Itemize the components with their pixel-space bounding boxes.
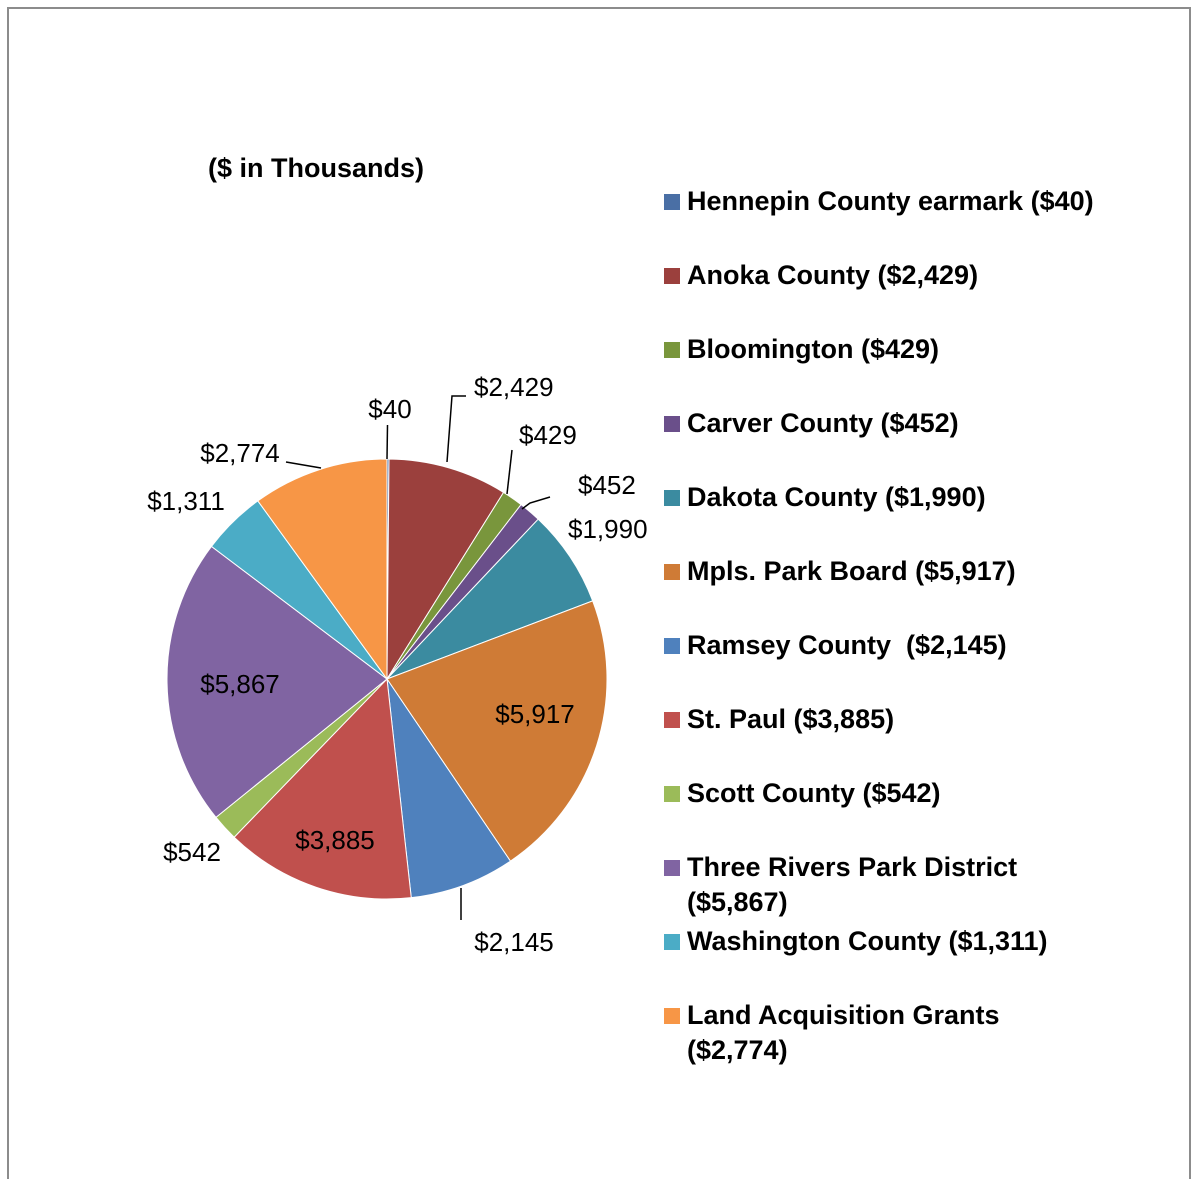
legend-label: Mpls. Park Board ($5,917): [687, 556, 1016, 586]
pie-slice-ramsey-county: [386, 678, 512, 899]
legend-swatch: [664, 194, 680, 210]
leader-line: [386, 424, 389, 460]
legend-swatch: [664, 712, 680, 728]
legend-item: Three Rivers Park District ($5,867): [664, 850, 1107, 920]
legend-label: Three Rivers Park District ($5,867): [687, 852, 1025, 917]
pie-slice-anoka-county: [386, 458, 505, 681]
pie-slice-st-paul: [233, 677, 412, 900]
legend-item: Carver County ($452): [664, 406, 1107, 441]
legend-item: Dakota County ($1,990): [664, 480, 1107, 515]
legend-label: Bloomington ($429): [687, 334, 940, 364]
legend-label: St. Paul ($3,885): [687, 704, 895, 734]
data-label: $5,917: [495, 699, 575, 729]
legend-swatch: [664, 638, 680, 654]
legend-item: Washington County ($1,311): [664, 924, 1107, 959]
data-label: $429: [519, 420, 577, 450]
legend-swatch: [664, 416, 680, 432]
leader-line: [506, 449, 513, 495]
legend-label: Carver County ($452): [687, 408, 959, 438]
legend-swatch: [664, 934, 680, 950]
leader-line: [285, 461, 322, 469]
data-label: $542: [163, 837, 221, 867]
pie-slice-mpls-park-board: [386, 600, 608, 862]
chart-subtitle: ($ in Thousands): [208, 153, 424, 183]
pie-slice-land-acquisition-grants: [257, 458, 388, 681]
data-label: $1,990: [568, 514, 648, 544]
legend-item: Anoka County ($2,429): [664, 258, 1107, 293]
legend-label: Anoka County ($2,429): [687, 260, 979, 290]
data-label: $5,867: [200, 669, 280, 699]
legend-label: Land Acquisition Grants ($2,774): [687, 1000, 1008, 1065]
legend-label: Dakota County ($1,990): [687, 482, 986, 512]
legend-item: Hennepin County earmark ($40): [664, 184, 1107, 219]
legend-swatch: [664, 268, 680, 284]
legend-swatch: [664, 490, 680, 506]
data-label: $2,429: [474, 372, 554, 402]
legend-swatch: [664, 1008, 680, 1024]
legend-item: Mpls. Park Board ($5,917): [664, 554, 1107, 589]
data-label: $1,311: [147, 486, 225, 516]
legend-item: Land Acquisition Grants ($2,774): [664, 998, 1107, 1068]
legend-label: Washington County ($1,311): [687, 926, 1048, 956]
data-label: $40: [368, 394, 411, 424]
data-label: $2,145: [474, 927, 554, 957]
leader-line: [521, 496, 551, 510]
pie-slice-dakota-county: [386, 518, 594, 680]
legend-item: Scott County ($542): [664, 776, 1107, 811]
legend-swatch: [664, 342, 680, 358]
data-label: $2,774: [200, 438, 280, 468]
legend-label: Ramsey County ($2,145): [687, 630, 1007, 660]
legend-item: Bloomington ($429): [664, 332, 1107, 367]
legend-swatch: [664, 564, 680, 580]
legend-item: St. Paul ($3,885): [664, 702, 1107, 737]
data-label: $3,885: [295, 825, 375, 855]
legend-label: Scott County ($542): [687, 778, 941, 808]
data-label: $452: [578, 470, 636, 500]
leader-line: [446, 395, 466, 463]
legend-swatch: [664, 860, 680, 876]
legend-item: Ramsey County ($2,145): [664, 628, 1107, 663]
pie-slice-three-rivers-park-district: [166, 545, 388, 819]
legend-swatch: [664, 786, 680, 802]
legend-label: Hennepin County earmark ($40): [687, 186, 1094, 216]
